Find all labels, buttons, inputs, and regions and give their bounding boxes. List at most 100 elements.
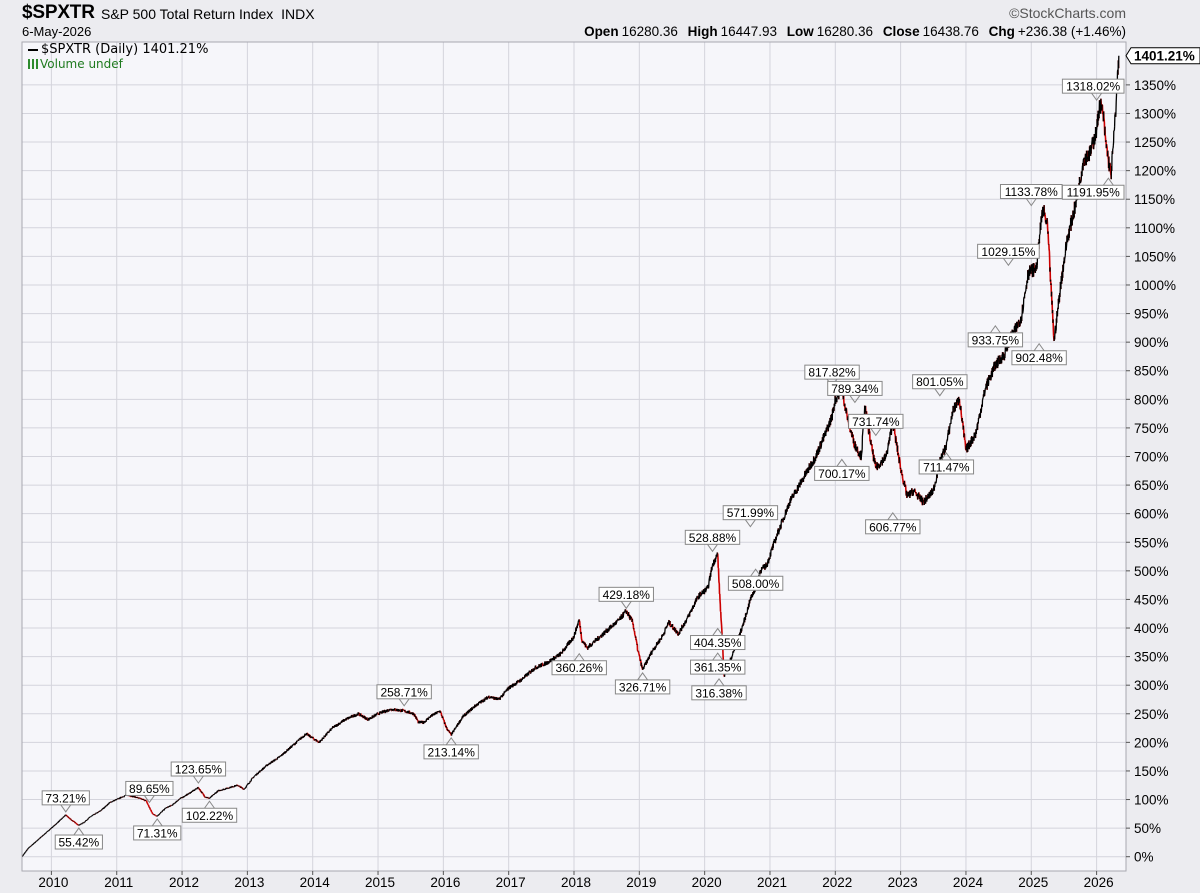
- annotation-box: [918, 459, 975, 475]
- annotation: 571.99%: [722, 505, 779, 528]
- annotation-box: [865, 519, 921, 535]
- annotation-label: 731.74%: [852, 415, 900, 429]
- annotation: 102.22%: [181, 800, 238, 823]
- annotation: 528.88%: [684, 529, 741, 553]
- chg-label: Chg: [988, 24, 1015, 39]
- annotations: 73.21% 55.42% 89.65% 71.31% 123.65% 102.22% 25…: [41, 78, 1125, 850]
- y-tick-label: 600%: [1134, 507, 1169, 522]
- high-value: 16447.93: [720, 24, 777, 39]
- x-tick-label: 2011: [104, 875, 133, 890]
- annotation-label: 1191.95%: [1067, 186, 1120, 200]
- brand-link[interactable]: ©StockCharts.com: [1009, 5, 1126, 21]
- y-tick-label: 100%: [1134, 793, 1169, 808]
- annotation-box: [551, 660, 607, 676]
- annotation-box: [727, 575, 784, 591]
- annotation: 326.71%: [614, 672, 671, 695]
- y-tick-label: 500%: [1134, 564, 1169, 579]
- annotation-pointer: [744, 519, 756, 528]
- annotation: 361.35%: [690, 652, 746, 675]
- x-tick-label: 2012: [169, 875, 199, 890]
- annotation-pointer: [989, 324, 1001, 334]
- annotation-pointer: [204, 800, 215, 809]
- y-tick-label: 1250%: [1134, 135, 1176, 150]
- x-tick-label: 2016: [430, 875, 460, 890]
- x-tick-label: 2010: [38, 875, 68, 890]
- series-legend-label: $SPXTR (Daily) 1401.21%: [41, 42, 209, 57]
- annotation-box: [1061, 184, 1125, 200]
- y-tick-label: 0%: [1134, 850, 1154, 865]
- annotation-label: 789.34%: [831, 382, 879, 396]
- annotation-pointer: [398, 698, 410, 707]
- y-tick-label: 1000%: [1134, 278, 1176, 293]
- annotation-pointer: [836, 458, 848, 467]
- annotation-label: 817.82%: [808, 366, 856, 380]
- annotation-label: 404.35%: [694, 636, 742, 650]
- annotation: 606.77%: [865, 511, 921, 535]
- annotation-box: [690, 635, 746, 651]
- symbol: $SPXTR: [22, 2, 95, 23]
- annotation-label: 801.05%: [916, 375, 964, 389]
- x-tick-label: 2020: [692, 875, 722, 890]
- index-name: S&P 500 Total Return Index: [101, 6, 274, 22]
- x-tick-label: 2025: [1018, 875, 1048, 890]
- annotation-box: [1011, 350, 1067, 366]
- annotation: 360.26%: [551, 652, 607, 676]
- annotation-pointer: [707, 544, 718, 553]
- chg-value: +236.38 (+1.46%): [1017, 24, 1126, 39]
- annotation-box: [1061, 78, 1125, 94]
- annotation-box: [598, 586, 654, 602]
- open-value: 16280.36: [621, 24, 678, 39]
- annotation-box: [977, 243, 1040, 259]
- annotation-pointer: [620, 601, 632, 610]
- annotation-label: 258.71%: [380, 685, 428, 699]
- annotation-box: [827, 380, 883, 396]
- annotation: 1191.95%: [1061, 177, 1125, 200]
- y-tick-label: 1050%: [1134, 249, 1176, 264]
- annotation-box: [814, 465, 870, 481]
- y-tick-label: 1300%: [1134, 106, 1176, 121]
- close-label: Close: [882, 24, 920, 39]
- annotation: 1133.78%: [999, 183, 1063, 207]
- last-value-label: 1401.21%: [1134, 49, 1195, 64]
- annotation: 73.21%: [41, 790, 90, 813]
- x-tick-label: 2022: [822, 875, 852, 890]
- annotation: 71.31%: [133, 818, 182, 841]
- annotation: 933.75%: [967, 324, 1024, 348]
- annotation-label: 102.22%: [186, 809, 234, 823]
- annotation-label: 429.18%: [603, 588, 651, 602]
- y-tick-label: 200%: [1134, 735, 1169, 750]
- x-axis: 2010 2011 2012 2013 2014 2015 2016 2017 2018 2019…: [38, 871, 1114, 890]
- y-axis: 0% 50% 100% 150% 200% 250% 300% 350% 400% 450% 500…: [1126, 78, 1176, 865]
- annotation-box: [181, 807, 238, 823]
- annotation-pointer: [60, 804, 72, 813]
- line-swatch-icon: [28, 48, 38, 51]
- annotation-pointer: [1025, 198, 1037, 207]
- y-tick-label: 700%: [1134, 450, 1169, 465]
- annotation-pointer: [573, 652, 585, 662]
- low-label: Low: [786, 24, 814, 39]
- annotation: 1029.15%: [977, 243, 1040, 267]
- annotation-box: [848, 413, 904, 429]
- annotation: 711.47%: [918, 452, 975, 475]
- x-tick-label: 2024: [953, 875, 984, 890]
- price-series: [21, 55, 1120, 858]
- annotation: 508.00%: [727, 568, 784, 591]
- y-tick-label: 750%: [1134, 421, 1169, 436]
- annotation-pointer: [712, 652, 724, 661]
- y-tick-label: 850%: [1134, 364, 1169, 379]
- annotation-pointer: [445, 736, 457, 746]
- annotation-box: [54, 834, 103, 850]
- annotation-box: [170, 761, 227, 777]
- y-tick-label: 950%: [1134, 307, 1169, 322]
- grid-lines: [22, 42, 1126, 871]
- last-value-marker: 1401.21%: [1125, 47, 1200, 65]
- annotation-label: 123.65%: [175, 763, 223, 777]
- annotation-label: 73.21%: [45, 791, 86, 805]
- annotation-pointer: [934, 388, 946, 397]
- annotation: 89.65%: [125, 780, 174, 804]
- y-tick-label: 450%: [1134, 592, 1169, 607]
- annotation: 55.42%: [54, 827, 103, 850]
- annotation: 123.65%: [170, 761, 227, 784]
- volume-legend: Volume undef: [28, 57, 123, 71]
